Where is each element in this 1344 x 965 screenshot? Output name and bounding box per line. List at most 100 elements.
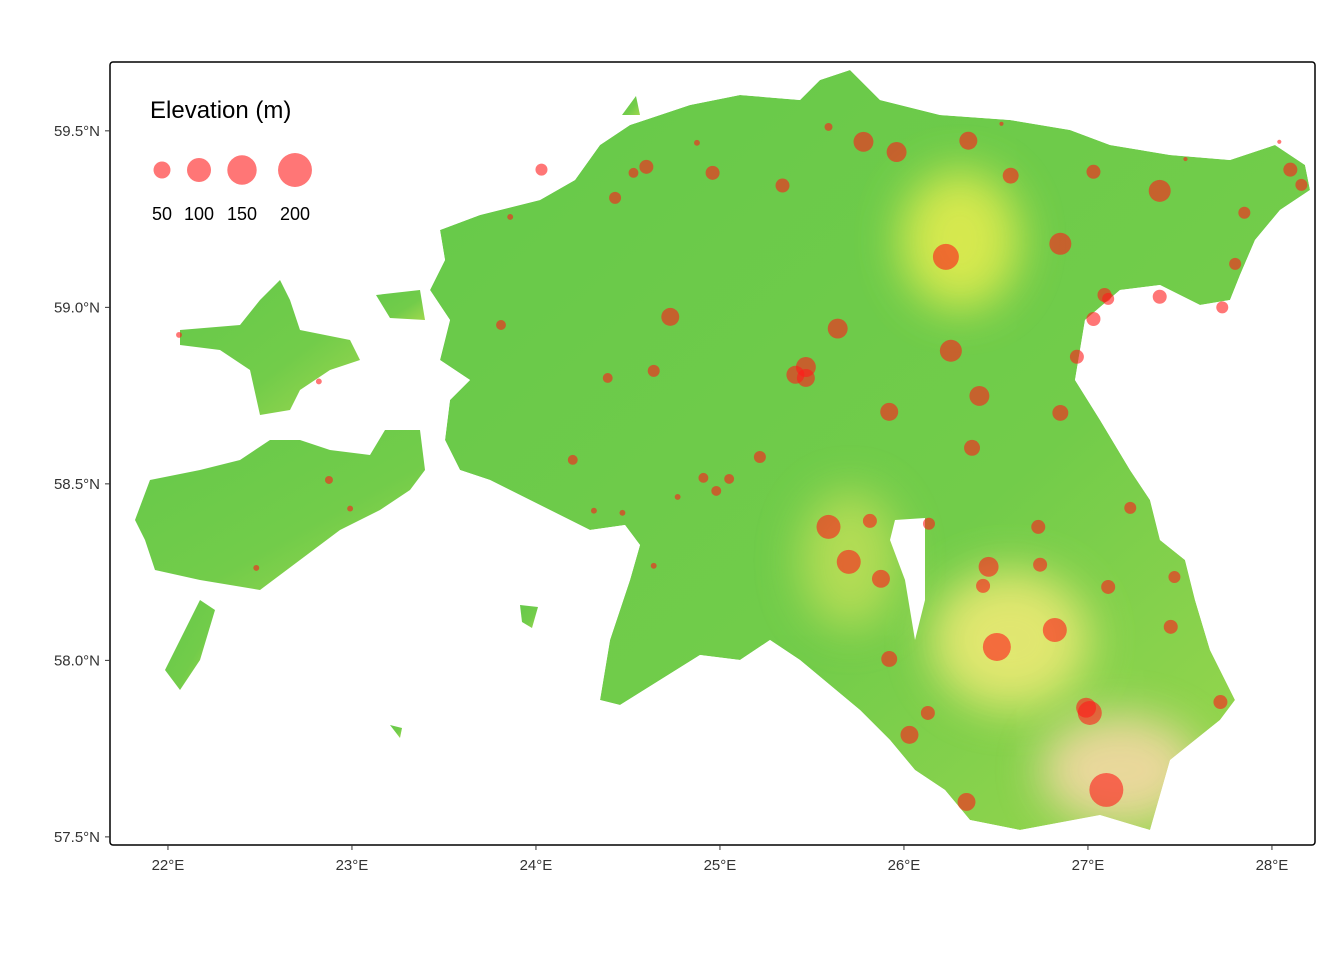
legend-label: 100 [184,204,214,224]
elevation-point [871,569,890,588]
legend-label: 200 [280,204,310,224]
elevation-point [1277,139,1282,144]
elevation-point [567,454,578,465]
elevation-point [647,364,660,377]
elevation-point [324,475,333,484]
elevation-point [176,331,182,338]
legend-key [187,158,211,182]
x-tick-label: 27°E [1072,857,1105,874]
elevation-point [507,214,514,220]
elevation-point [619,509,626,516]
elevation-point [1163,619,1178,634]
elevation-point [964,439,980,456]
elevation-point [880,402,899,421]
elevation-point [982,632,1011,661]
elevation-point [661,307,680,326]
y-tick-label: 59.0°N [54,299,100,316]
elevation-point [976,578,991,593]
island-north [622,96,640,115]
x-tick-label: 23°E [336,857,369,874]
elevation-point [796,368,815,387]
elevation-point [886,142,907,162]
elevation-point [827,318,848,339]
x-tick-label: 28°E [1256,857,1289,874]
island-hiiumaa [180,280,360,415]
elevation-point [602,373,613,383]
elevation-point [1069,349,1084,364]
elevation-point [959,131,978,150]
island-sorve [165,600,215,690]
island-vormsi [376,290,425,320]
elevation-point [824,122,833,131]
elevation-point [1031,519,1046,534]
elevation-point [253,564,260,571]
elevation-point [1033,557,1048,572]
lake-vortsjarv [890,518,925,640]
y-tick-label: 59.5°N [54,123,100,140]
elevation-point [1089,772,1124,807]
island-saaremaa [135,430,425,590]
legend-key [227,155,257,185]
land [135,70,1310,830]
elevation-point [724,473,735,484]
elevation-point [1101,579,1116,594]
legend-key [153,161,171,179]
elevation-point [705,165,720,180]
elevation-point [1168,571,1181,584]
elevation-point [978,556,999,577]
elevation-point [694,139,700,146]
elevation-point [1148,179,1171,202]
legend-label: 150 [227,204,257,224]
elevation-point [999,121,1004,126]
elevation-point [1183,157,1188,162]
legend-label: 50 [152,204,172,224]
island-ruhnu [390,725,402,738]
elevation-point [920,705,935,720]
elevation-point [711,485,722,496]
elevation-point [922,517,935,530]
elevation-point [496,320,506,330]
elevation-point [1049,232,1072,255]
elevation-point [1216,301,1229,314]
elevation-point [753,451,766,464]
x-tick-label: 22°E [152,857,185,874]
elevation-point [1295,178,1308,191]
elevation-point [590,507,597,514]
mainland [430,70,1310,830]
elevation-point [900,725,919,744]
elevation-point [535,163,548,176]
elevation-point [775,178,790,193]
elevation-point [1052,404,1069,421]
elevation-point [1086,312,1101,326]
x-tick-label: 24°E [520,857,553,874]
y-tick-label: 58.5°N [54,476,100,493]
elevation-point [957,792,976,811]
elevation-point [816,514,841,539]
elevation-point [1124,501,1137,514]
elevation-point [1086,164,1101,179]
elevation-point [1102,292,1115,305]
elevation-point [650,562,657,569]
x-tick-label: 25°E [704,857,737,874]
x-tick-label: 26°E [888,857,921,874]
legend-title: Elevation (m) [150,97,291,124]
elevation-point [1213,695,1228,710]
elevation-point [836,549,861,574]
elevation-point [674,493,681,500]
elevation-point [628,167,639,178]
elevation-point [1152,289,1167,304]
elevation-point [932,243,959,270]
elevation-point [1076,697,1097,718]
elevation-point [347,505,354,512]
elevation-point [881,650,898,667]
elevation-point [1238,206,1251,219]
elevation-point [862,513,877,528]
elevation-point [939,339,962,362]
y-tick-label: 58.0°N [54,652,100,669]
elevation-point [639,159,654,174]
elevation-point [1002,167,1019,184]
y-tick-label: 57.5°N [54,829,100,846]
elevation-point [1283,162,1298,177]
